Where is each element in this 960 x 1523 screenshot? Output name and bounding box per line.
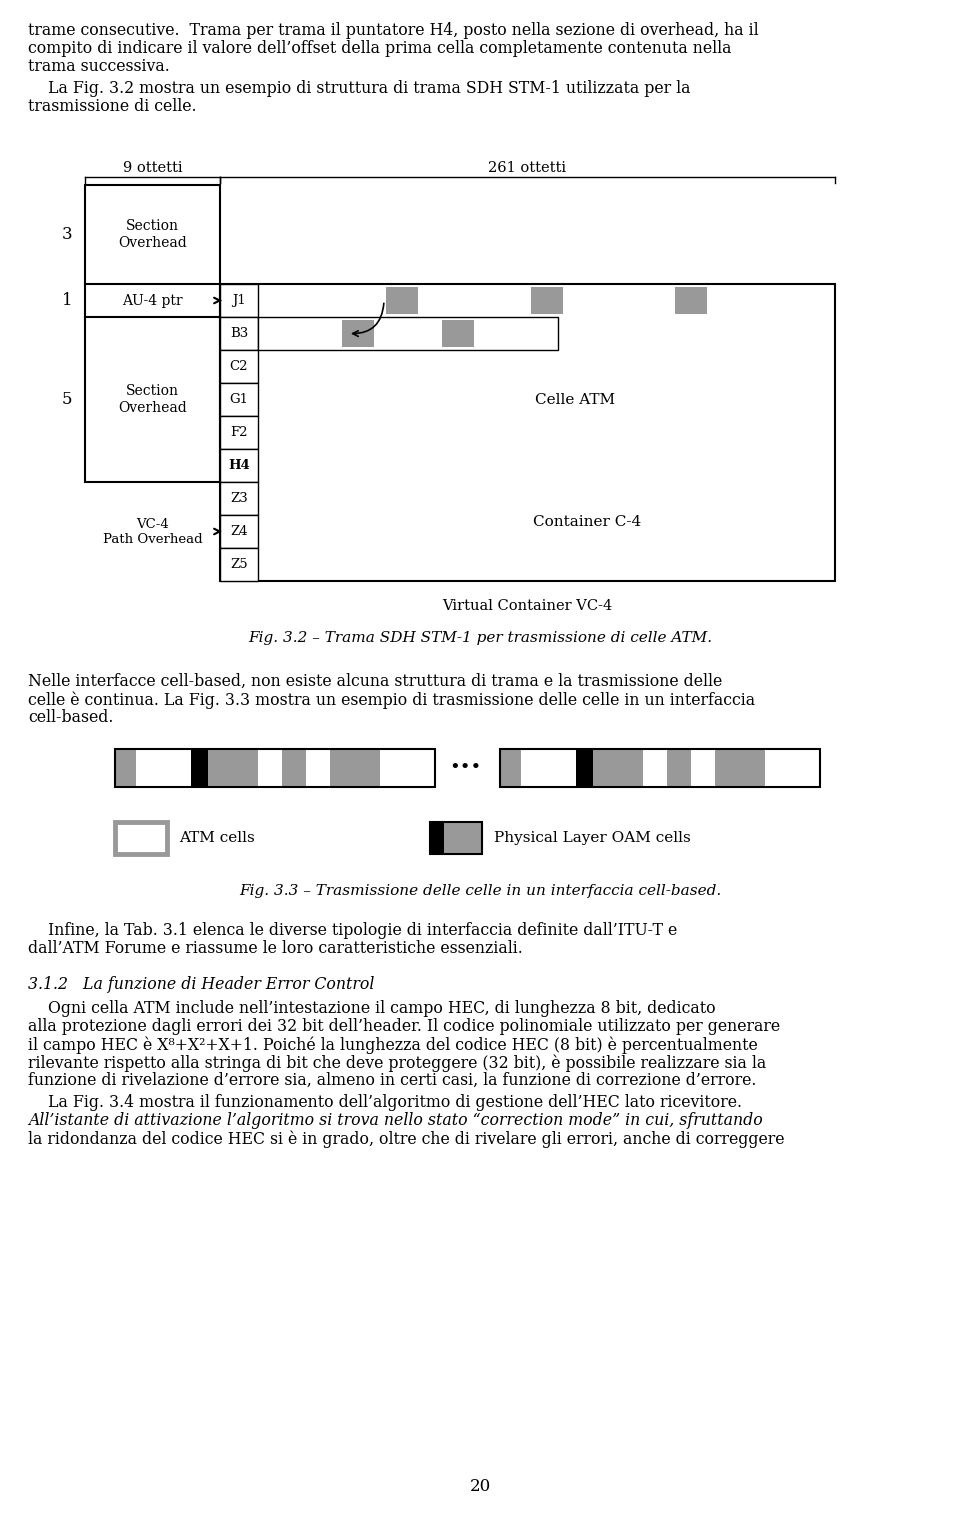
Text: Section
Overhead: Section Overhead	[118, 219, 187, 250]
Text: La Fig. 3.4 mostra il funzionamento dell’algoritmo di gestione dell’HEC lato ric: La Fig. 3.4 mostra il funzionamento dell…	[28, 1094, 742, 1110]
Bar	[220, 481, 258, 515]
Bar	[220, 317, 258, 350]
Text: B3: B3	[229, 327, 248, 340]
Text: Fig. 3.2 – Trama SDH STM-1 per trasmissione di celle ATM.: Fig. 3.2 – Trama SDH STM-1 per trasmissi…	[248, 631, 712, 646]
Bar	[258, 749, 282, 787]
Text: Container C-4: Container C-4	[533, 515, 641, 528]
Text: •••: •••	[449, 758, 481, 777]
Bar	[220, 449, 258, 481]
Text: la ridondanza del codice HEC si è in grado, oltre che di rivelare gli errori, an: la ridondanza del codice HEC si è in gra…	[28, 1130, 784, 1147]
Bar	[444, 822, 482, 854]
Text: H4: H4	[228, 458, 250, 472]
Text: rilevante rispetto alla stringa di bit che deve proteggere (32 bit), è possibile: rilevante rispetto alla stringa di bit c…	[28, 1054, 766, 1072]
Text: 1: 1	[61, 292, 72, 309]
Bar	[115, 749, 435, 787]
Text: 9 ottetti: 9 ottetti	[123, 161, 182, 175]
Bar	[191, 749, 208, 787]
Text: funzione di rivelazione d’errore sia, almeno in certi casi, la funzione di corre: funzione di rivelazione d’errore sia, al…	[28, 1072, 756, 1089]
Bar	[220, 416, 258, 449]
Text: Infine, la Tab. 3.1 elenca le diverse tipologie di interfaccia definite dall’ITU: Infine, la Tab. 3.1 elenca le diverse ti…	[28, 921, 677, 940]
Bar	[220, 548, 258, 580]
Bar	[442, 320, 474, 347]
Bar	[715, 749, 765, 787]
Bar	[667, 749, 691, 787]
Bar	[220, 283, 258, 317]
Bar	[208, 749, 258, 787]
Bar	[531, 286, 563, 314]
Text: trama successiva.: trama successiva.	[28, 58, 170, 75]
Text: compito di indicare il valore dell’offset della prima cella completamente conten: compito di indicare il valore dell’offse…	[28, 40, 732, 56]
Text: Physical Layer OAM cells: Physical Layer OAM cells	[494, 832, 691, 845]
Bar	[342, 320, 374, 347]
Bar	[220, 350, 258, 382]
Bar	[521, 749, 576, 787]
Text: C2: C2	[229, 359, 249, 373]
Text: alla protezione dagli errori dei 32 bit dell’header. Il codice polinomiale utili: alla protezione dagli errori dei 32 bit …	[28, 1017, 780, 1036]
Text: trame consecutive.  Trama per trama il puntatore H4, posto nella sezione di over: trame consecutive. Trama per trama il pu…	[28, 21, 758, 40]
Text: Z5: Z5	[230, 557, 248, 571]
Text: VC-4
Path Overhead: VC-4 Path Overhead	[103, 518, 203, 545]
Text: 20: 20	[469, 1477, 491, 1496]
Bar	[643, 749, 667, 787]
Bar	[330, 749, 380, 787]
Text: Ogni cella ATM include nell’intestazione il campo HEC, di lunghezza 8 bit, dedic: Ogni cella ATM include nell’intestazione…	[28, 1001, 715, 1017]
Bar	[576, 749, 593, 787]
Text: ATM cells: ATM cells	[179, 832, 254, 845]
Text: 3: 3	[61, 225, 72, 244]
Bar	[115, 822, 167, 854]
Bar	[220, 283, 835, 580]
Bar	[675, 286, 707, 314]
Text: Fig. 3.3 – Trasmissione delle celle in un interfaccia cell-based.: Fig. 3.3 – Trasmissione delle celle in u…	[239, 883, 721, 899]
Bar	[220, 382, 258, 416]
Text: Z4: Z4	[230, 525, 248, 538]
Text: All’istante di attivazione l’algoritmo si trova nello stato “correction mode” in: All’istante di attivazione l’algoritmo s…	[28, 1112, 763, 1129]
Bar	[593, 749, 643, 787]
Text: La Fig. 3.2 mostra un esempio di struttura di trama SDH STM-1 utilizzata per la: La Fig. 3.2 mostra un esempio di struttu…	[28, 81, 690, 97]
Text: Celle ATM: Celle ATM	[536, 393, 615, 407]
Bar	[500, 749, 820, 787]
Text: Virtual Container VC-4: Virtual Container VC-4	[443, 599, 612, 612]
Text: dall’ATM Forume e riassume le loro caratteristiche essenziali.: dall’ATM Forume e riassume le loro carat…	[28, 940, 523, 956]
Text: cell-based.: cell-based.	[28, 710, 113, 726]
Text: J1: J1	[232, 294, 246, 308]
Bar	[691, 749, 715, 787]
Bar	[380, 749, 435, 787]
Bar	[282, 749, 306, 787]
Bar	[258, 317, 558, 350]
Text: celle è continua. La Fig. 3.3 mostra un esempio di trasmissione delle celle in u: celle è continua. La Fig. 3.3 mostra un …	[28, 691, 756, 708]
Bar	[306, 749, 330, 787]
Text: Nelle interfacce cell-based, non esiste alcuna struttura di trama e la trasmissi: Nelle interfacce cell-based, non esiste …	[28, 673, 722, 690]
Bar	[220, 515, 258, 548]
Text: AU-4 ptr: AU-4 ptr	[122, 294, 182, 308]
Bar	[115, 749, 136, 787]
Text: G1: G1	[229, 393, 249, 407]
Bar	[85, 184, 220, 481]
Text: trasmissione di celle.: trasmissione di celle.	[28, 97, 197, 116]
Text: F2: F2	[230, 426, 248, 439]
Bar	[500, 749, 521, 787]
Text: 261 ottetti: 261 ottetti	[489, 161, 566, 175]
Bar	[430, 822, 482, 854]
Text: 5: 5	[61, 391, 72, 408]
Text: Section
Overhead: Section Overhead	[118, 384, 187, 414]
Bar	[765, 749, 820, 787]
Bar	[430, 822, 444, 854]
Text: 3.1.2   La funzione di Header Error Control: 3.1.2 La funzione di Header Error Contro…	[28, 976, 374, 993]
Text: Z3: Z3	[230, 492, 248, 506]
Bar	[136, 749, 191, 787]
Text: il campo HEC è X⁸+X²+X+1. Poiché la lunghezza del codice HEC (8 bit) è percentua: il campo HEC è X⁸+X²+X+1. Poiché la lung…	[28, 1036, 757, 1054]
Bar	[386, 286, 419, 314]
